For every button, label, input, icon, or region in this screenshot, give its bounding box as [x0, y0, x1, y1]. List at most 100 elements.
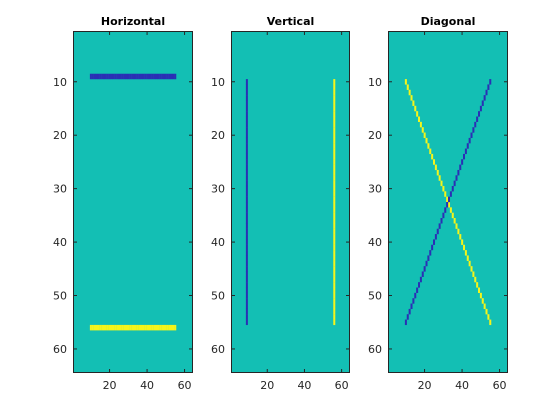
pixel-cell [144, 73, 147, 80]
pixel-cell [245, 314, 248, 320]
pixel-cell [114, 73, 117, 80]
pixel-cell [245, 164, 248, 171]
pixel-cell [333, 121, 336, 128]
pixel-cell [446, 196, 449, 203]
pixel-cell [245, 260, 248, 267]
pixel-cell [489, 79, 492, 85]
pixel-cell [457, 169, 460, 176]
pixel-cell [245, 218, 248, 224]
axes-box [231, 31, 350, 373]
pixel-cell [434, 164, 437, 171]
pixel-cell [245, 100, 248, 106]
pixel-cell [333, 191, 336, 197]
pixel-cell [333, 175, 336, 181]
pixel-cell [245, 127, 248, 133]
pixel-cell [457, 228, 460, 235]
pixel-cell [451, 185, 454, 192]
pixel-cell [151, 324, 154, 331]
pixel-cell [481, 298, 484, 304]
pixel-cell [333, 271, 336, 277]
pixel-cell [406, 84, 409, 90]
y-tick-label: 60 [368, 343, 382, 356]
pixel-cell [103, 324, 106, 331]
pixel-cell [333, 95, 336, 101]
pixel-cell [149, 73, 152, 80]
pixel-cell [333, 116, 336, 122]
pixel-cell [333, 153, 336, 160]
pixel-cell [414, 105, 417, 112]
pixel-cell [333, 180, 336, 187]
pixel-cell [333, 239, 336, 245]
pixel-cell [440, 218, 443, 224]
pixel-cell [433, 159, 436, 165]
pixel-cell [127, 324, 130, 331]
pixel-cell [110, 73, 113, 80]
y-tick-label: 20 [53, 129, 67, 142]
pixel-cell [412, 298, 415, 304]
pixel-cell [461, 159, 464, 165]
segment-low [404, 79, 492, 326]
pixel-cell [423, 266, 426, 272]
pixel-cell [101, 73, 104, 80]
pixel-cell [245, 276, 248, 283]
pixel-cell [172, 324, 175, 331]
pixel-cell [470, 266, 473, 272]
pixel-cell [333, 169, 336, 176]
pixel-cell [333, 234, 336, 240]
axes-box [388, 31, 508, 373]
pixel-cell [464, 250, 467, 256]
pixel-cell [478, 111, 481, 117]
pixel-cell [416, 111, 419, 117]
pixel-cell [140, 324, 143, 331]
pixel-cell [333, 255, 336, 261]
pixel-cell [333, 79, 336, 85]
pixel-cell [101, 324, 104, 331]
pixel-cell [112, 73, 115, 80]
pixel-cell [333, 84, 336, 90]
pixel-cell [470, 132, 473, 139]
pixel-cell [163, 324, 166, 331]
pixel-cell [174, 73, 177, 80]
pixel-cell [333, 111, 336, 117]
pixel-cell [333, 298, 336, 304]
pixel-cell [142, 324, 145, 331]
pixel-cell [245, 202, 248, 208]
pixel-cell [116, 73, 119, 80]
pixel-cell [245, 111, 248, 117]
pixel-cell [414, 292, 417, 299]
pixel-cell [406, 314, 409, 320]
y-tick-label: 50 [368, 290, 382, 303]
panel-title: Vertical [267, 15, 315, 28]
pixel-cell [133, 73, 136, 80]
pixel-cell [474, 276, 477, 283]
pixel-cell [110, 324, 113, 331]
segment-high [89, 324, 177, 331]
pixel-cell [245, 185, 248, 192]
pixel-cell [459, 164, 462, 171]
pixel-cell [97, 73, 100, 80]
pixel-cell [168, 73, 171, 80]
pixel-cell [404, 79, 407, 85]
pixel-cell [245, 143, 248, 149]
pixel-cell [333, 282, 336, 288]
pixel-cell [333, 185, 336, 192]
pixel-cell [245, 175, 248, 181]
pixel-cell [245, 228, 248, 235]
pixel-cell [245, 196, 248, 203]
pixel-cell [146, 73, 149, 80]
pixel-cell [157, 324, 160, 331]
pixel-cell [333, 266, 336, 272]
y-tick-label: 30 [53, 183, 67, 196]
pixel-cell [245, 79, 248, 85]
pixel-cell [468, 260, 471, 267]
pixel-cell [425, 137, 428, 144]
pixel-cell [245, 292, 248, 299]
pixel-cell [142, 73, 145, 80]
pixel-cell [333, 276, 336, 283]
pixel-cell [138, 73, 141, 80]
pixel-cell [410, 303, 413, 310]
pixel-cell [455, 223, 458, 229]
pixel-cell [433, 239, 436, 245]
pixel-cell [245, 207, 248, 213]
pixel-cell [479, 105, 482, 112]
